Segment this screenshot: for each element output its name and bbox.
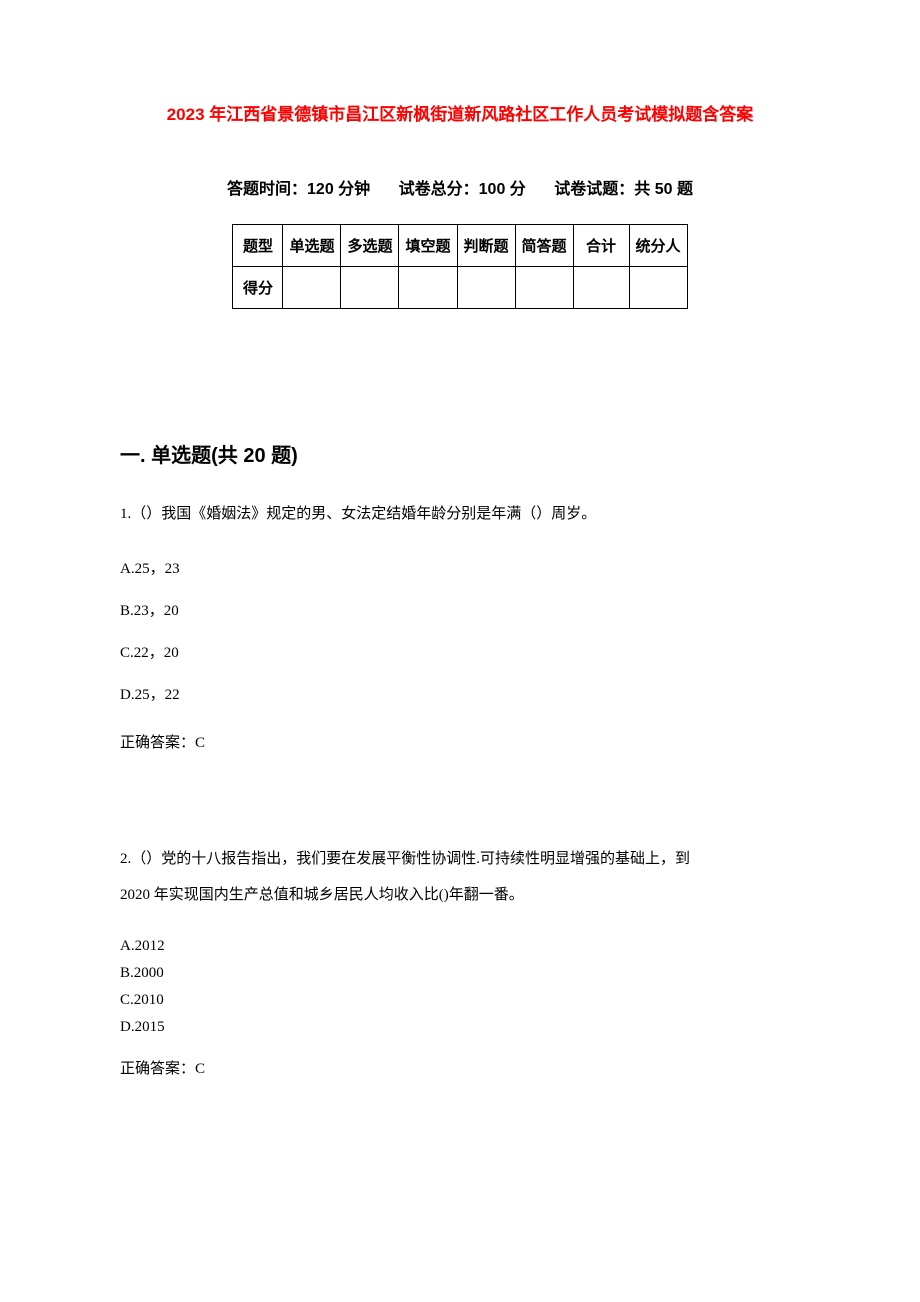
document-title: 2023 年江西省景德镇市昌江区新枫街道新风路社区工作人员考试模拟题含答案 [120, 100, 800, 125]
question-2: 2.（）党的十八报告指出，我们要在发展平衡性协调性.可持续性明显增强的基础上，到… [120, 841, 800, 1087]
header-cell: 判断题 [457, 225, 515, 267]
exam-time: 答题时间：120 分钟 [227, 181, 370, 198]
table-header-row: 题型 单选题 多选题 填空题 判断题 简答题 合计 统分人 [233, 225, 687, 267]
empty-cell [341, 267, 399, 309]
header-cell: 多选题 [341, 225, 399, 267]
question-text-line2: 2020 年实现国内生产总值和城乡居民人均收入比()年翻一番。 [120, 877, 800, 913]
score-table: 题型 单选题 多选题 填空题 判断题 简答题 合计 统分人 得分 [232, 224, 687, 309]
empty-cell [629, 267, 687, 309]
option-c: C.22，20 [120, 641, 800, 665]
row-label-cell: 得分 [233, 267, 283, 309]
header-cell: 统分人 [629, 225, 687, 267]
exam-question-count: 试卷试题：共 50 题 [554, 181, 693, 198]
exam-info-line: 答题时间：120 分钟 试卷总分：100 分 试卷试题：共 50 题 [120, 175, 800, 199]
correct-answer: 正确答案：C [120, 725, 800, 761]
question-text-line1: 2.（）党的十八报告指出，我们要在发展平衡性协调性.可持续性明显增强的基础上，到 [120, 841, 800, 877]
header-cell: 单选题 [283, 225, 341, 267]
empty-cell [573, 267, 629, 309]
exam-total-score: 试卷总分：100 分 [399, 181, 526, 198]
header-cell: 合计 [573, 225, 629, 267]
option-d: D.25，22 [120, 683, 800, 707]
table-score-row: 得分 [233, 267, 687, 309]
empty-cell [457, 267, 515, 309]
header-cell: 简答题 [515, 225, 573, 267]
option-b: B.2000 [120, 960, 800, 987]
header-cell: 填空题 [399, 225, 457, 267]
empty-cell [515, 267, 573, 309]
option-c: C.2010 [120, 987, 800, 1014]
option-a: A.2012 [120, 933, 800, 960]
question-1: 1.（）我国《婚姻法》规定的男、女法定结婚年龄分别是年满（）周岁。 A.25，2… [120, 496, 800, 761]
header-cell: 题型 [233, 225, 283, 267]
option-a: A.25，23 [120, 557, 800, 581]
correct-answer: 正确答案：C [120, 1051, 800, 1087]
option-d: D.2015 [120, 1014, 800, 1041]
question-text: 1.（）我国《婚姻法》规定的男、女法定结婚年龄分别是年满（）周岁。 [120, 496, 800, 532]
empty-cell [399, 267, 457, 309]
section-heading: 一. 单选题(共 20 题) [120, 439, 800, 468]
option-b: B.23，20 [120, 599, 800, 623]
empty-cell [283, 267, 341, 309]
